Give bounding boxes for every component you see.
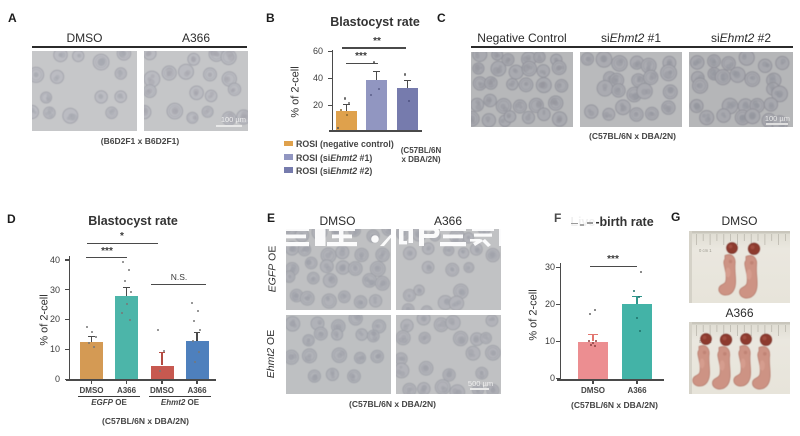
svg-text:0 cm 1: 0 cm 1 xyxy=(699,248,712,253)
